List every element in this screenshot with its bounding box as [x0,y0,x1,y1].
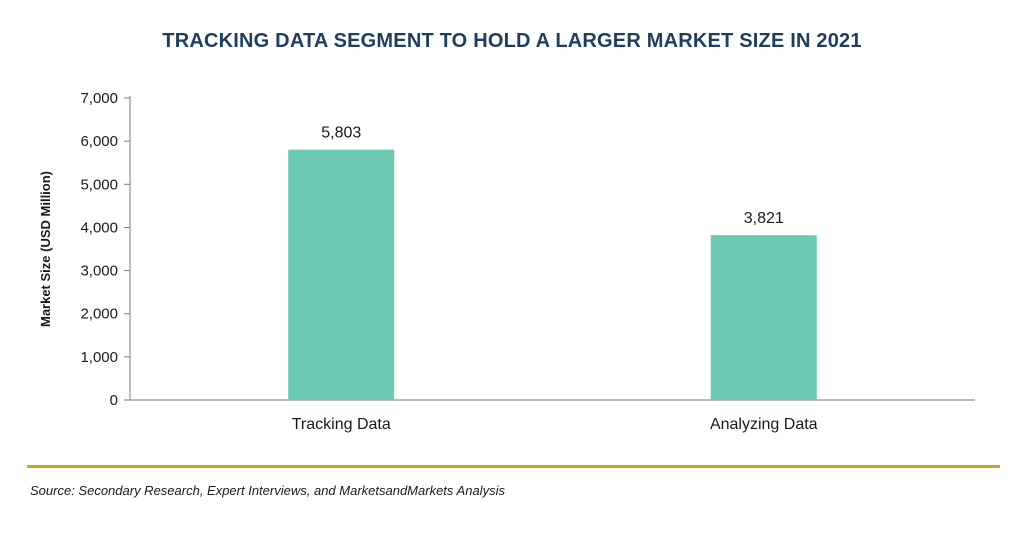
y-tick-label: 5,000 [80,176,118,193]
bar-analyzing-data [710,235,817,400]
x-tick-label: Analyzing Data [710,416,818,433]
source-note: Source: Secondary Research, Expert Inter… [30,483,505,498]
y-tick-label: 4,000 [80,219,118,236]
chart-title: TRACKING DATA SEGMENT TO HOLD A LARGER M… [162,30,862,52]
data-label: 3,821 [744,210,784,227]
bar-tracking-data [288,149,395,400]
y-tick-label: 3,000 [80,263,118,280]
y-tick-label: 7,000 [80,90,118,107]
y-tick-label: 1,000 [80,349,118,366]
y-tick-label: 6,000 [80,133,118,150]
divider [27,465,1000,468]
bar-chart: 0 1,000 2,000 3,000 4,000 5,000 6,000 7,000 Mark… [38,90,975,433]
y-tick-label: 2,000 [80,306,118,323]
y-tick-label: 0 [110,392,118,409]
data-label: 5,803 [321,125,361,142]
y-axis-label: Market Size (USD Million) [38,171,53,327]
x-tick-label: Tracking Data [292,416,391,433]
